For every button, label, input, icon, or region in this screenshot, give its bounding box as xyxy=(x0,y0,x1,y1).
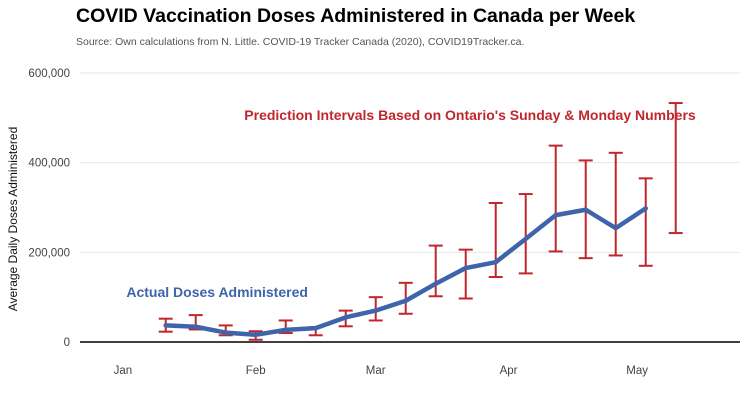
gridlines xyxy=(80,72,740,253)
actual-doses-point xyxy=(613,225,618,231)
actual-doses-label: Actual Doses Administered xyxy=(126,284,308,300)
actual-doses-point xyxy=(313,325,318,331)
y-axis-title: Average Daily Doses Administered xyxy=(6,127,20,312)
actual-doses-point xyxy=(583,207,588,212)
prediction-interval xyxy=(608,151,623,257)
y-tick-label: 600,000 xyxy=(28,68,70,80)
actual-doses-point xyxy=(523,236,528,242)
actual-doses-point xyxy=(643,206,648,211)
actual-doses-point xyxy=(403,298,408,303)
actual-doses-point xyxy=(223,330,228,335)
y-tick-label: 0 xyxy=(64,337,70,349)
actual-doses-point xyxy=(193,324,198,329)
actual-doses-point xyxy=(163,323,168,328)
actual-doses-point xyxy=(343,315,348,320)
x-tick-label: Feb xyxy=(246,365,266,377)
actual-doses-line xyxy=(163,206,648,338)
prediction-interval xyxy=(428,244,443,298)
prediction-interval xyxy=(488,202,503,278)
actual-doses-point xyxy=(493,259,498,265)
actual-doses-point xyxy=(463,265,468,271)
y-tick-label: 400,000 xyxy=(28,158,70,170)
prediction-interval xyxy=(518,193,533,275)
actual-doses-point xyxy=(283,327,288,333)
actual-doses-point xyxy=(433,281,438,286)
chart-subtitle: Source: Own calculations from N. Little.… xyxy=(76,36,525,48)
prediction-interval xyxy=(548,144,563,253)
annotations: Prediction Intervals Based on Ontario's … xyxy=(126,107,696,300)
prediction-interval xyxy=(668,102,683,235)
x-tick-label: Mar xyxy=(366,365,386,377)
x-tick-label: May xyxy=(626,365,648,377)
actual-doses-point xyxy=(553,212,558,218)
x-tick-label: Apr xyxy=(500,365,518,377)
actual-doses-point xyxy=(373,308,378,313)
x-tick-label: Jan xyxy=(114,365,133,377)
prediction-interval xyxy=(638,177,653,267)
y-tick-label: 200,000 xyxy=(28,247,70,259)
actual-doses-point xyxy=(253,332,258,338)
axes: Average Daily Doses Administered 0 200,00… xyxy=(6,68,740,377)
chart-title: COVID Vaccination Doses Administered in … xyxy=(76,5,636,27)
series xyxy=(158,102,683,341)
prediction-interval xyxy=(458,248,473,300)
prediction-interval-label: Prediction Intervals Based on Ontario's … xyxy=(244,107,696,123)
